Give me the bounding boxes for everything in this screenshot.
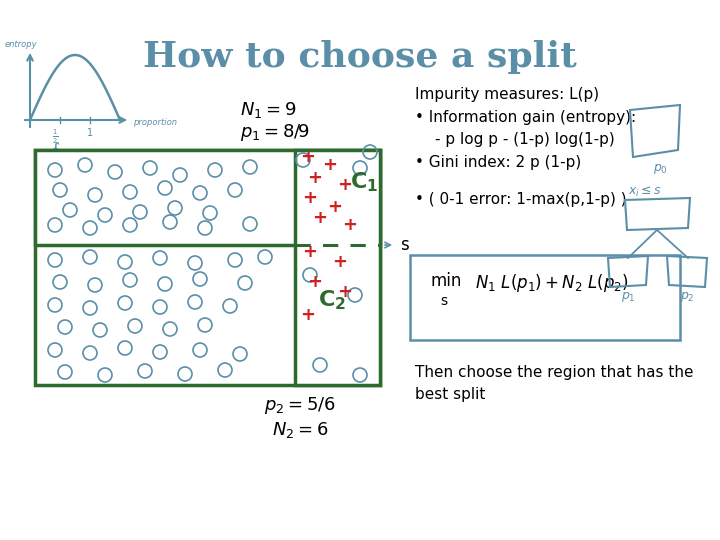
Text: +: + [307, 169, 323, 187]
Text: $p_2$: $p_2$ [680, 290, 694, 304]
Text: min: min [430, 272, 462, 290]
Text: +: + [333, 253, 348, 271]
Bar [295, 150, 380, 385]
Bar [35, 150, 380, 245]
Text: s: s [440, 294, 447, 308]
Text: +: + [338, 283, 353, 301]
Text: $x_i \leq s$: $x_i \leq s$ [628, 185, 662, 199]
Text: entropy: entropy [5, 40, 37, 49]
Text: How to choose a split: How to choose a split [143, 40, 577, 74]
Text: $p_1$: $p_1$ [621, 290, 635, 304]
Text: $\mathbf{C_2}$: $\mathbf{C_2}$ [318, 288, 346, 312]
Text: +: + [300, 148, 315, 166]
Text: Impurity measures: L(p): Impurity measures: L(p) [415, 87, 599, 102]
Text: • Information gain (entropy):: • Information gain (entropy): [415, 110, 636, 125]
Text: +: + [338, 176, 353, 194]
Text: +: + [323, 156, 338, 174]
Text: $\mathbf{C_1}$: $\mathbf{C_1}$ [350, 170, 378, 194]
Bar [35, 150, 380, 385]
Text: proportion: proportion [133, 118, 177, 127]
Text: • Gini index: 2 p (1-p): • Gini index: 2 p (1-p) [415, 155, 581, 170]
Text: • ( 0-1 error: 1-max(p,1-p) ): • ( 0-1 error: 1-max(p,1-p) ) [415, 192, 626, 207]
Text: Then choose the region that has the: Then choose the region that has the [415, 365, 693, 380]
Text: +: + [300, 306, 315, 324]
Text: $N_1\ L(p_1)+N_2\ L(p_2)$: $N_1\ L(p_1)+N_2\ L(p_2)$ [475, 272, 629, 294]
Text: best split: best split [415, 387, 485, 402]
Text: - p log p - (1-p) log(1-p): - p log p - (1-p) log(1-p) [435, 132, 615, 147]
Text: +: + [343, 216, 358, 234]
Text: $\frac{1}{2}$: $\frac{1}{2}$ [52, 128, 58, 146]
Bar [410, 255, 680, 340]
Text: $p_2=5/6$: $p_2=5/6$ [264, 395, 336, 416]
Text: 1: 1 [87, 128, 93, 138]
Text: +: + [307, 273, 323, 291]
Text: +: + [328, 198, 343, 216]
Text: +: + [302, 189, 318, 207]
Text: +: + [302, 243, 318, 261]
Text: +: + [312, 209, 328, 227]
Text: $N_1=9$: $N_1=9$ [240, 100, 297, 120]
Text: $p_1=8/9$: $p_1=8/9$ [240, 122, 310, 143]
Text: $\oint$  o: $\oint$ o [50, 140, 76, 162]
Text: $p_0$: $p_0$ [652, 162, 667, 176]
Text: s: s [400, 236, 409, 254]
Text: $N_2=6$: $N_2=6$ [272, 420, 328, 440]
